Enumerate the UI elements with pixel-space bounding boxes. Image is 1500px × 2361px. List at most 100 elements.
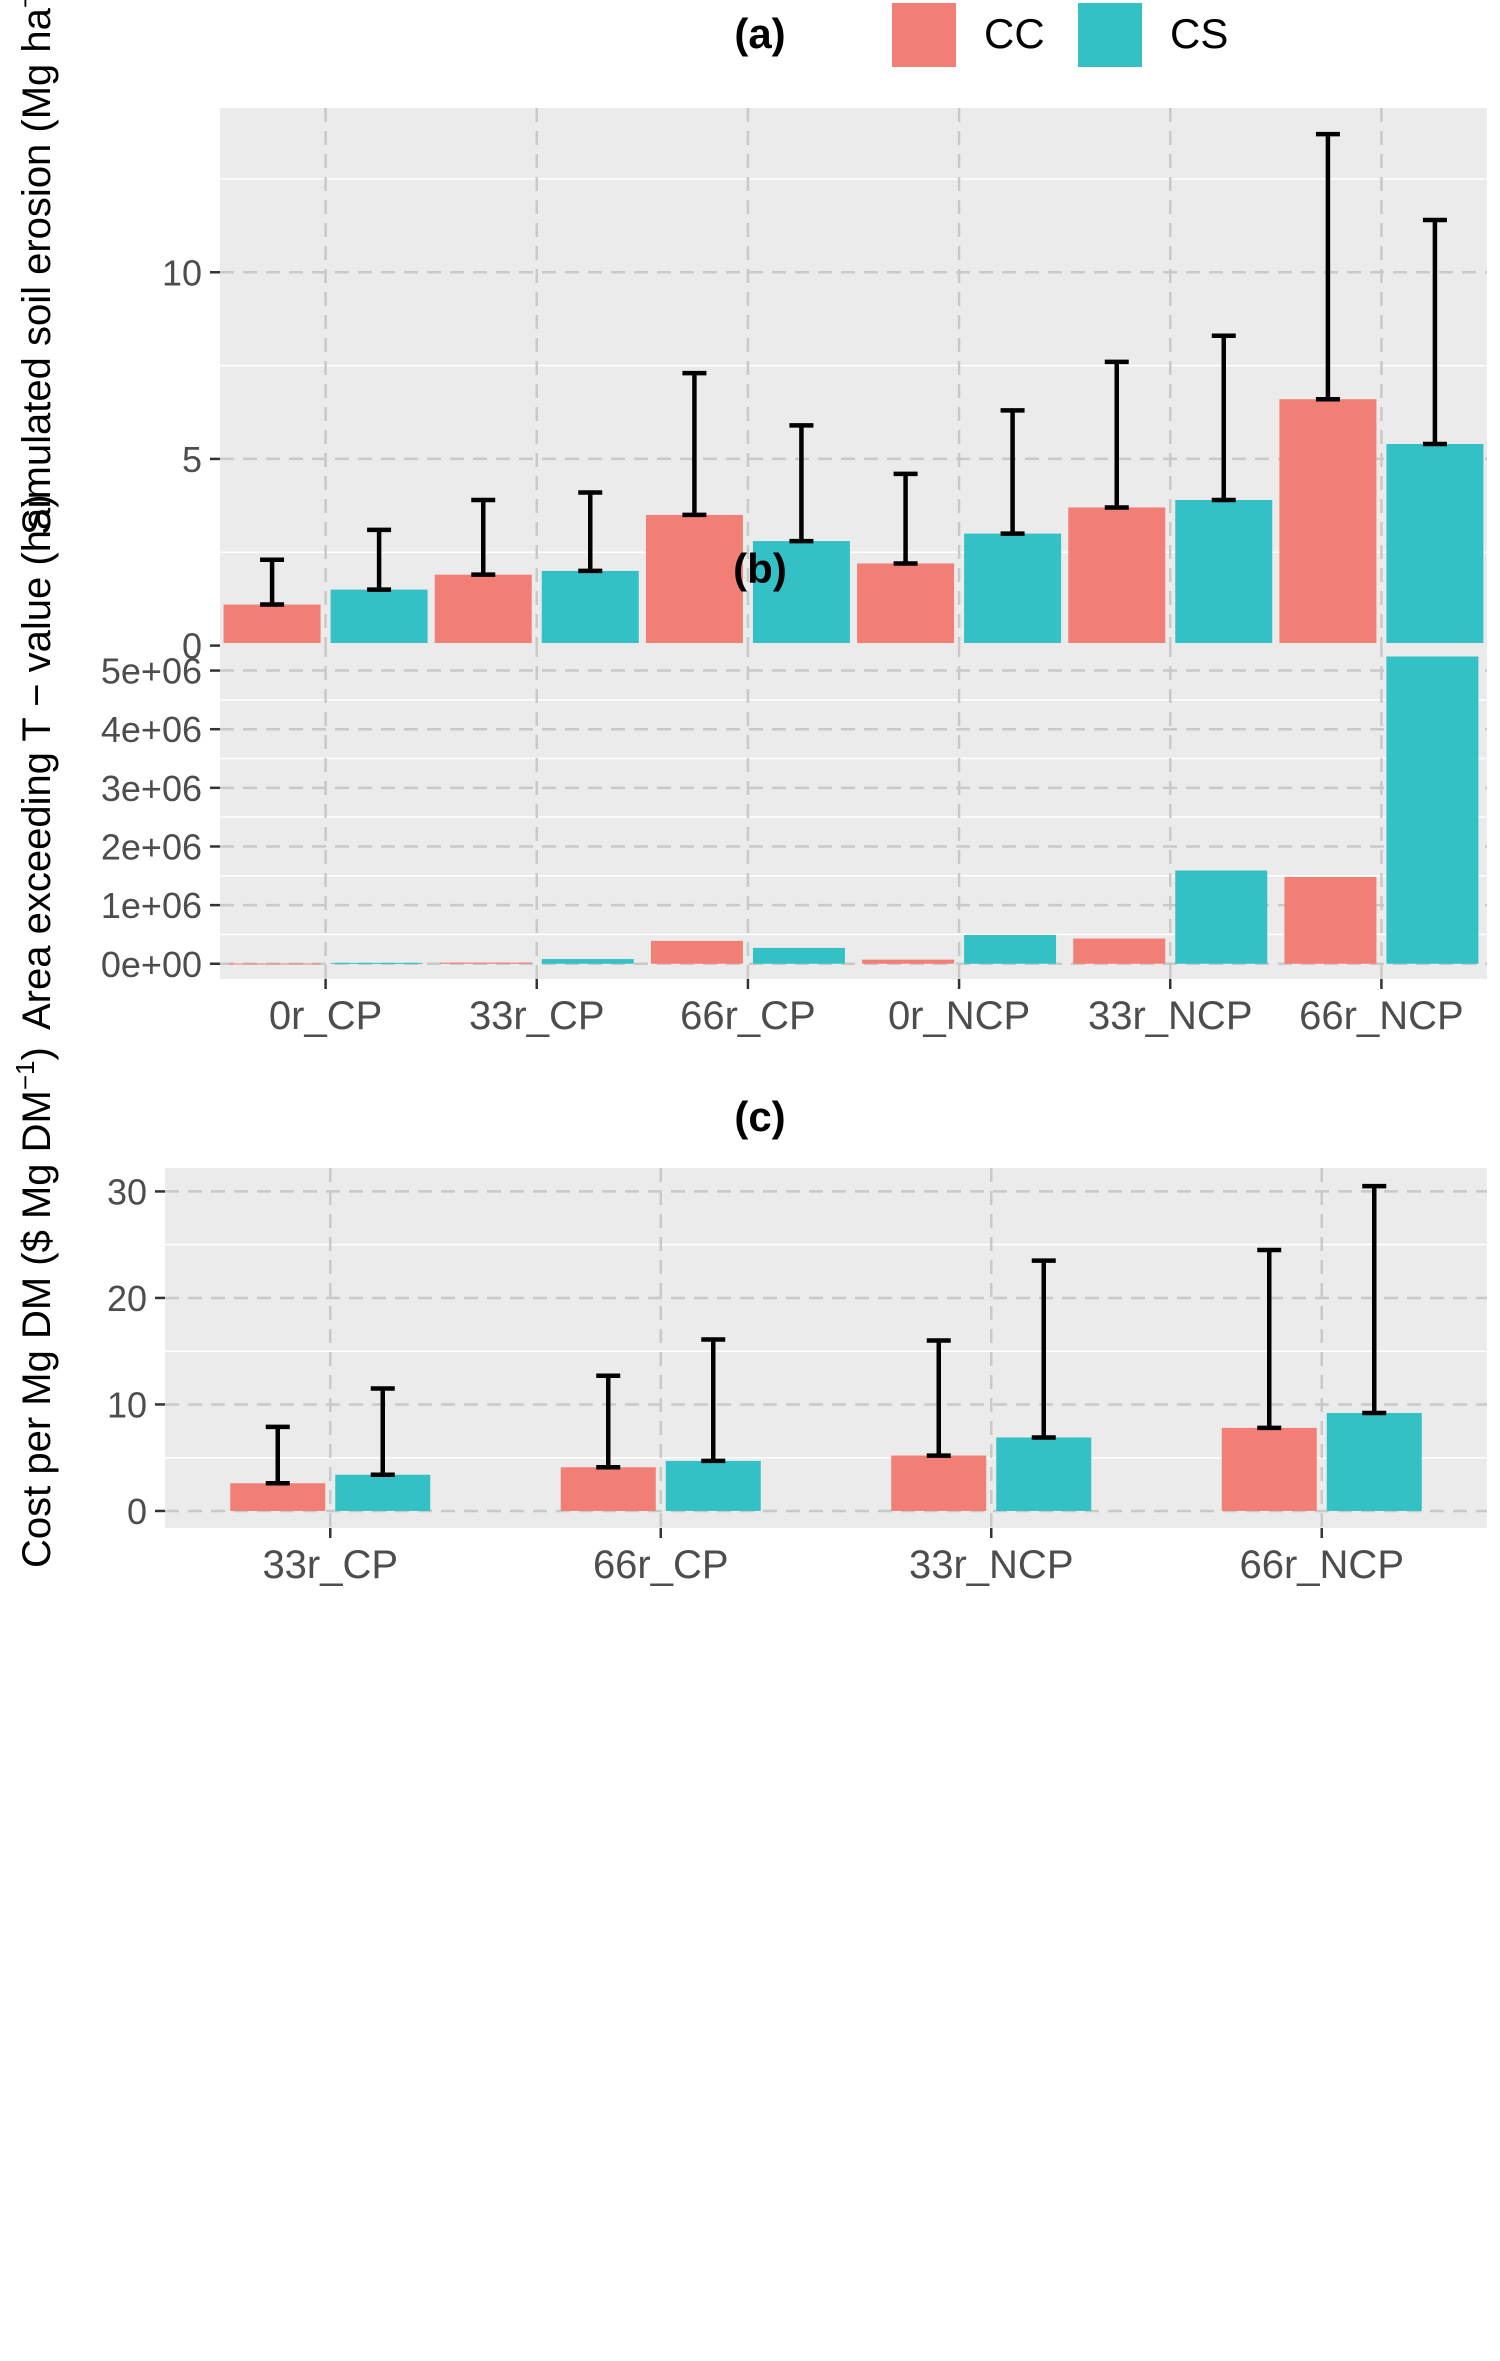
panel-a-errorbars <box>260 131 1447 607</box>
panel-a-ytick-label-1: 5 <box>182 439 202 480</box>
panel-c-y-axis-title: Cost per Mg DM ($ Mg DM−1) <box>10 1047 59 1568</box>
panel-a-ytick-label-0: 0 <box>182 626 202 667</box>
panel-a-bar-cs-66r-cp <box>752 541 850 646</box>
panel-a-errorbar-cs-33r-ncp <box>1211 333 1236 503</box>
panel-a-errorbar-cc-33r-cp <box>471 497 496 577</box>
panel-b-ytick-label-2: 2e+06 <box>101 826 202 867</box>
panel-a-errorbar-cc-66r-ncp <box>1315 131 1340 402</box>
panel-b-ytick-label-4: 4e+06 <box>101 709 202 750</box>
panel-b-ytick-label-0: 0e+00 <box>101 944 202 985</box>
panel-b-bar-cc-66r-ncp <box>1284 876 1377 964</box>
legend-swatch-cs <box>1078 3 1142 67</box>
panel-b-bar-cc-0r-ncp <box>862 959 955 964</box>
panel-c-errorbar-cs-66r-cp <box>701 1337 726 1464</box>
panel-c: (c) 0 10 20 30 33r_CP 66r_CP 33r_NCP 66r_NCP C… <box>10 1047 1487 1587</box>
panel-b-bars <box>228 656 1479 965</box>
panel-a-errorbar-cs-66r-ncp <box>1422 217 1447 447</box>
panel-b-xtick-label-0: 0r_CP <box>269 994 382 1038</box>
panel-a-bar-cs-33r-cp <box>541 570 639 646</box>
panel-b: (b) 0e+00 1e+06 2e+06 3e+06 4e+06 5e+06 0r_CP… <box>15 494 1487 1038</box>
panel-b-xtick-label-4: 33r_NCP <box>1088 994 1253 1038</box>
panel-b-bar-cc-66r-cp <box>650 940 743 964</box>
panel-c-ytick-label-1: 10 <box>107 1384 147 1425</box>
panel-a-bar-cc-66r-ncp <box>1279 399 1377 646</box>
panel-a-ytick-label-2: 10 <box>162 252 202 293</box>
panel-c-errorbar-cc-33r-cp <box>265 1424 290 1486</box>
panel-a-bar-cs-33r-ncp <box>1175 500 1273 646</box>
panel-c-bar-cs-66r-cp <box>665 1460 761 1511</box>
legend: CC CS <box>892 3 1228 67</box>
panel-b-bar-cc-0r-cp <box>228 963 321 965</box>
panel-c-xtick-label-3: 66r_NCP <box>1239 1543 1404 1587</box>
panel-b-y-axis-title: Area exceeding T − value (ha) <box>15 494 59 1030</box>
panel-b-xtick-label-1: 33r_CP <box>469 994 605 1038</box>
panel-b-bar-cs-33r-cp <box>541 959 634 964</box>
panel-b-bar-cs-66r-ncp <box>1386 656 1479 964</box>
panel-c-errorbar-cs-33r-cp <box>370 1386 395 1477</box>
panel-b-grid <box>220 643 1487 979</box>
legend-label-cc: CC <box>984 10 1045 57</box>
panel-b-bar-cs-0r-ncp <box>964 935 1057 964</box>
panel-c-xtick-label-1: 66r_CP <box>593 1543 729 1587</box>
panel-b-bar-cs-33r-ncp <box>1175 870 1268 964</box>
panel-c-x-axis: 33r_CP 66r_CP 33r_NCP 66r_NCP <box>262 1528 1404 1587</box>
panel-b-xtick-label-5: 66r_NCP <box>1299 994 1464 1038</box>
panel-a-ylabel-base: Simulated soil erosion (Mg ha <box>15 7 59 535</box>
panel-a-title: (a) <box>734 10 785 57</box>
panel-c-ytick-label-2: 20 <box>107 1278 147 1319</box>
panel-b-background <box>220 643 1487 979</box>
panel-c-errorbar-cc-66r-cp <box>596 1373 621 1470</box>
panel-a-errorbar-cc-66r-cp <box>682 370 707 518</box>
panel-a-errorbar-cc-33r-ncp <box>1104 359 1129 510</box>
panel-b-y-axis: 0e+00 1e+06 2e+06 3e+06 4e+06 5e+06 <box>101 651 220 985</box>
panel-c-ylabel-sup1: −1 <box>10 1060 40 1090</box>
panel-c-ylabel-end: ) <box>15 1047 59 1060</box>
panel-b-ytick-label-3: 3e+06 <box>101 768 202 809</box>
panel-a-errorbar-cc-0r-cp <box>260 557 285 607</box>
panel-b-x-axis: 0r_CP 33r_CP 66r_CP 0r_NCP 33r_NCP 66r_NCP <box>269 979 1464 1038</box>
panel-a-bar-cc-0r-cp <box>223 604 321 646</box>
panel-c-bar-cc-66r-cp <box>560 1467 656 1511</box>
panel-c-bar-cc-66r-ncp <box>1221 1427 1317 1511</box>
panel-a-y-axis-title: Simulated soil erosion (Mg ha−1 yr−1) <box>10 0 59 535</box>
panel-c-bars <box>230 1412 1422 1511</box>
panel-c-bar-cc-33r-cp <box>230 1483 326 1511</box>
panel-a-errorbar-cs-33r-cp <box>578 490 603 574</box>
panel-c-ylabel-base: Cost per Mg DM ($ Mg DM <box>15 1090 59 1568</box>
panel-a-bar-cc-66r-cp <box>645 514 743 646</box>
legend-swatch-cc <box>892 3 956 67</box>
panel-c-xtick-label-0: 33r_CP <box>262 1543 398 1587</box>
panel-b-bar-cs-66r-cp <box>752 947 845 964</box>
panel-a-errorbar-cs-0r-ncp <box>1000 408 1025 536</box>
panel-a-errorbar-cs-0r-cp <box>367 527 392 592</box>
panel-a-errorbar-cs-66r-cp <box>789 423 814 544</box>
panel-a-bars <box>223 399 1484 646</box>
panel-a-background <box>220 108 1487 668</box>
panel-a-ylabel-sup1: −1 <box>10 0 40 8</box>
panel-b-bar-cc-33r-cp <box>439 962 532 964</box>
panel-a-bar-cc-0r-ncp <box>857 563 955 646</box>
panel-a-errorbar-cc-0r-ncp <box>893 471 918 566</box>
panel-b-ytick-label-5: 5e+06 <box>101 651 202 692</box>
panel-c-bar-cc-33r-ncp <box>891 1455 987 1511</box>
panel-a-bar-cs-0r-cp <box>330 589 428 646</box>
panel-a-y-axis: 0 5 10 <box>162 252 220 667</box>
panel-a-bar-cs-0r-ncp <box>964 533 1062 646</box>
panel-c-errorbar-cc-66r-ncp <box>1257 1247 1282 1431</box>
panel-b-xtick-label-3: 0r_NCP <box>888 994 1030 1038</box>
panel-c-bar-cs-33r-ncp <box>996 1437 1092 1511</box>
panel-c-bar-cs-33r-cp <box>335 1474 431 1511</box>
panel-c-errorbar-cs-33r-ncp <box>1031 1258 1056 1440</box>
panel-c-xtick-label-2: 33r_NCP <box>909 1543 1074 1587</box>
panel-b-ytick-label-1: 1e+06 <box>101 885 202 926</box>
panel-b-bar-cc-33r-ncp <box>1073 938 1166 964</box>
panel-b-xtick-label-2: 66r_CP <box>680 994 816 1038</box>
panel-a-bar-cc-33r-cp <box>434 574 532 646</box>
panel-c-ytick-label-0: 0 <box>127 1491 147 1532</box>
panel-c-errorbar-cc-33r-ncp <box>926 1338 951 1458</box>
panel-b-title: (b) <box>733 545 787 592</box>
panel-c-title: (c) <box>734 1093 785 1140</box>
panel-c-errorbar-cs-66r-ncp <box>1362 1183 1387 1416</box>
